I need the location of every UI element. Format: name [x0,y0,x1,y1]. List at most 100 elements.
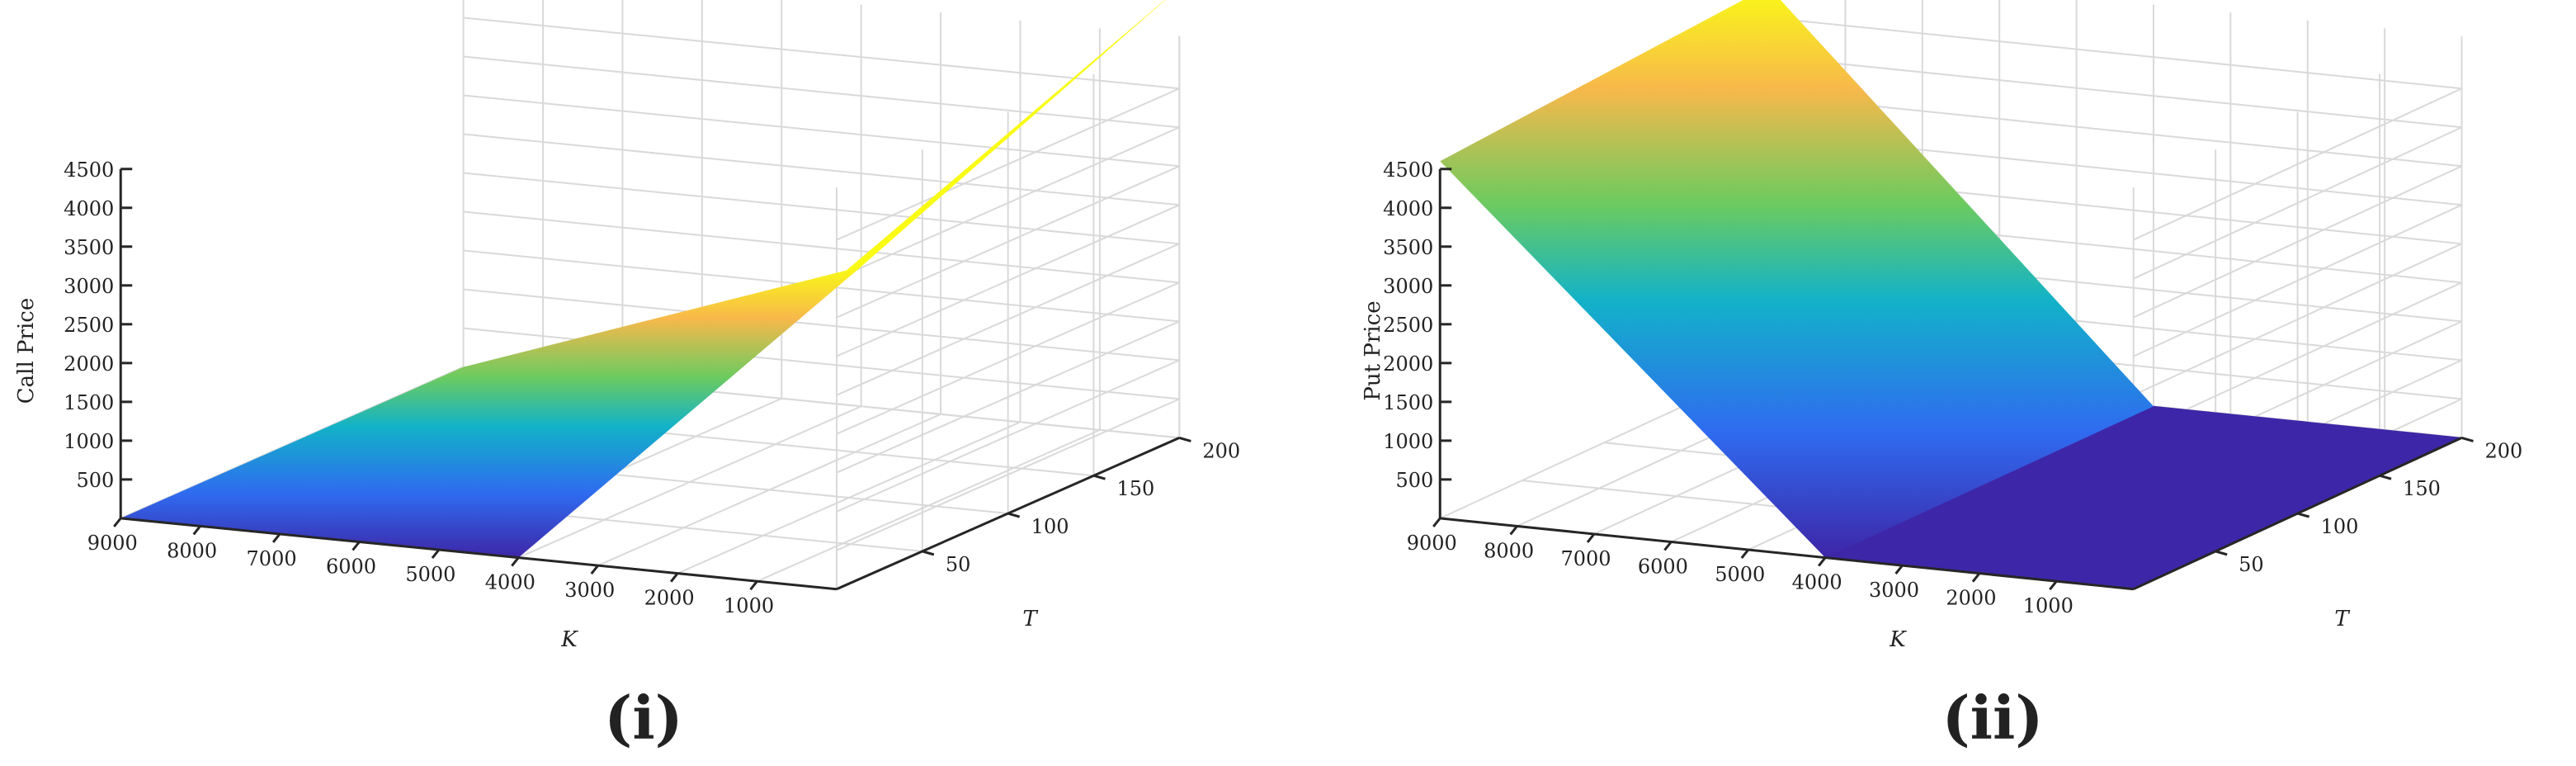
x-tick-mark [113,517,122,527]
axes-call: 1000 2000 3000 4000 5000 6000 7000 8000 9000 50 10… [64,158,1240,617]
y-tick-label: 100 [2321,515,2359,538]
y-axis-label-call: T [1022,607,1038,631]
y-tick-mark [2379,474,2392,480]
x-tick-mark [1894,565,1904,575]
y-tick-label: 50 [2239,553,2264,576]
grid-line-back-Z [2133,165,2462,319]
x-tick-mark [1817,556,1827,567]
grid-line-side-Z [1767,94,2462,168]
z-tick-label: 2500 [1383,314,1433,337]
z-axis-label-call: Call Price [14,298,39,404]
y-tick-mark [922,550,935,556]
x-tick-mark [1586,533,1596,543]
x-tick-label: 3000 [564,579,615,602]
x-tick-label: 4000 [1792,571,1842,594]
z-tick-label: 1500 [1383,391,1433,414]
z-tick-label: 500 [1395,469,1433,492]
panel-caption-ii: (ii) [1942,683,2044,753]
grid-line-side-Z [463,55,1180,129]
z-axis-label-put: Put Price [1361,300,1385,400]
z-tick-label: 3500 [64,236,114,259]
x-axis-label-put: K [1889,627,1907,652]
grid-line-side-Z [463,94,1180,168]
z-tick-label: 4500 [1383,158,1433,182]
x-tick-mark [351,541,361,551]
grid-line-side-Z [1767,17,2462,90]
y-axis-label-put: T [2334,607,2350,631]
grid-line-back-Z [836,398,1180,551]
y-tick-mark [1178,436,1191,442]
x-tick-label: 5000 [405,563,455,586]
z-tick-label: 1000 [64,430,114,453]
grid-line-back-Z [836,359,1180,513]
y-tick-mark [2461,436,2474,442]
grid-line-back-Z [836,320,1180,474]
z-tick-label: 3500 [1383,236,1433,259]
panel-caption-i: (i) [604,683,682,753]
grid-line-side-Z [463,172,1180,245]
x-axis-label-call: K [560,627,578,652]
y-tick-label: 200 [1202,439,1240,462]
x-tick-mark [1509,525,1518,536]
grid-line-back-Z [836,243,1180,396]
y-tick-label: 150 [2403,477,2441,500]
z-tick-label: 1500 [64,391,114,414]
grid-line-side-Z [463,133,1180,206]
z-tick-label: 2000 [1383,352,1433,376]
y-tick-label: 150 [1117,477,1155,500]
grid-line-back-Z [836,165,1180,319]
y-tick-mark [1093,474,1106,480]
x-tick-label: 2000 [644,587,695,610]
x-tick-mark [2049,580,2058,591]
z-tick-label: 4000 [1383,197,1433,220]
x-tick-label: 7000 [247,547,297,570]
x-tick-mark [669,572,679,583]
grid-line-side-Z [463,210,1180,284]
x-tick-mark [590,565,599,575]
z-tick-label: 3000 [1383,275,1433,298]
x-axis-line [120,517,837,591]
z-tick-label: 4000 [64,197,114,220]
x-tick-mark [749,580,758,591]
x-tick-mark [192,525,201,536]
x-tick-mark [1740,549,1749,559]
x-tick-label: 8000 [167,539,217,562]
x-tick-label: 1000 [2023,594,2074,617]
y-tick-mark [1007,512,1021,518]
y-tick-mark [2297,512,2310,518]
z-tick-label: 1000 [1383,430,1433,453]
x-tick-label: 6000 [326,556,376,579]
grid-line-back-Z [2133,126,2462,280]
x-tick-mark [431,549,441,559]
x-tick-label: 4000 [485,571,535,594]
z-tick-label: 500 [76,469,114,492]
z-tick-label: 4500 [64,158,114,182]
grid-line-back-Z [836,87,1180,241]
x-tick-label: 1000 [724,594,774,617]
x-tick-label: 3000 [1869,579,1919,602]
z-tick-label: 3000 [64,275,114,298]
grid-line-back-Z [2133,87,2462,241]
surface-put-price [1440,0,2464,590]
grid-line-back-Z [2133,243,2462,396]
surface-facet [120,267,861,558]
x-tick-label: 9000 [87,532,138,555]
grid-line-back-Z [2133,204,2462,357]
x-tick-label: 8000 [1484,539,1534,562]
z-tick-label: 2500 [64,314,114,337]
grid-line-side-Z [463,288,1180,362]
x-tick-label: 9000 [1407,532,1457,555]
grid-line-side-Z [1767,55,2462,129]
x-tick-mark [1432,517,1441,527]
x-tick-label: 5000 [1715,563,1765,586]
y-tick-label: 200 [2485,439,2523,462]
grid-line-back-Z [836,281,1180,435]
grid-line-back-Z [836,126,1180,280]
chart-panel-call-price: 1000 2000 3000 4000 5000 6000 7000 8000 9000 50 10… [14,0,1240,753]
surface-call-price [120,0,1166,558]
grid-line-side-Z [463,17,1180,90]
x-tick-label: 6000 [1638,556,1688,579]
x-tick-label: 7000 [1560,547,1611,570]
x-tick-mark [271,533,281,543]
